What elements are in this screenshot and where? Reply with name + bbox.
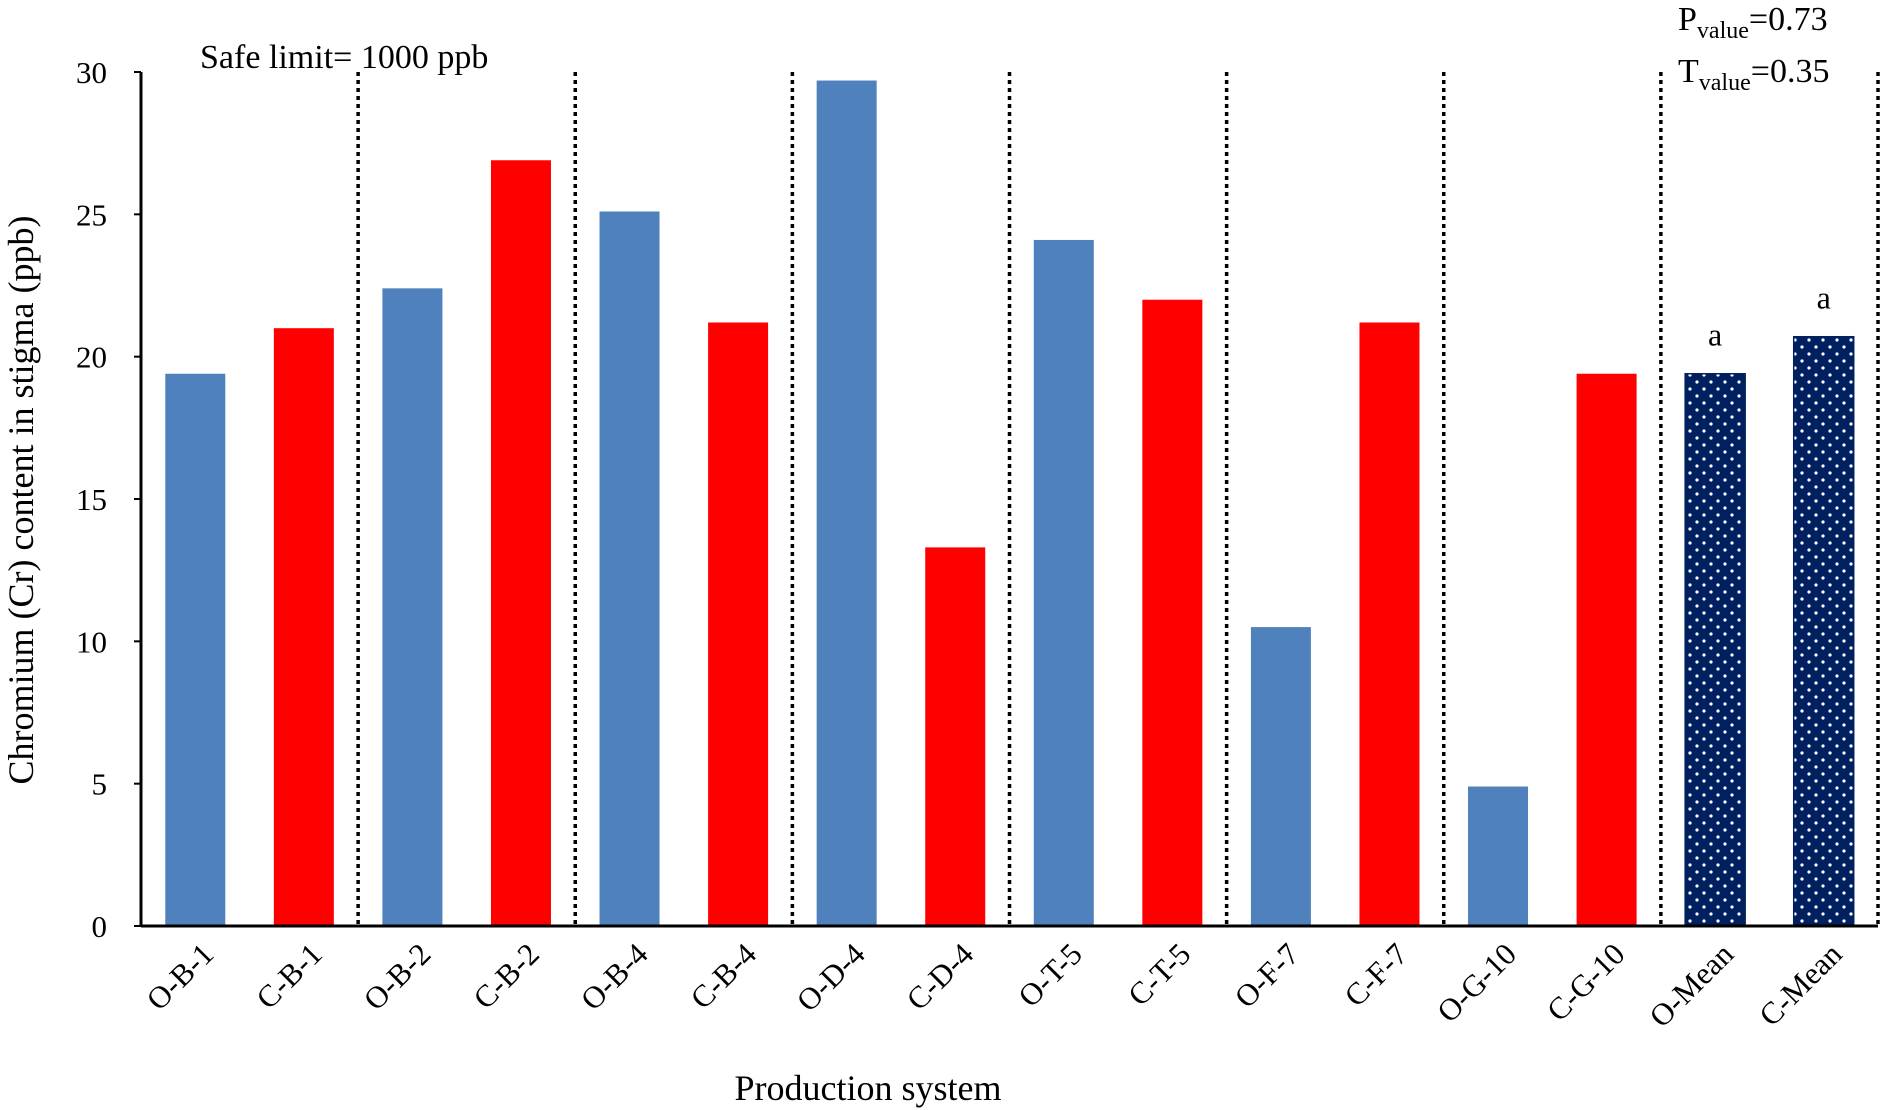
safe-limit-annotation: Safe limit= 1000 ppb xyxy=(200,39,488,76)
x-tick-label: O-T-5 xyxy=(1011,936,1089,1014)
x-tick-label: O-B-1 xyxy=(139,936,220,1017)
x-tick-label: O-F-7 xyxy=(1228,936,1306,1014)
p-value-subscript: value xyxy=(1697,18,1749,44)
significance-label: a xyxy=(1817,280,1831,316)
x-tick-label: C-D-4 xyxy=(899,936,980,1017)
x-tick-label: O-Mean xyxy=(1642,936,1740,1034)
x-tick-label: C-B-1 xyxy=(249,936,329,1016)
y-axis-ticks: 0 5 10 15 20 25 30 xyxy=(76,55,141,944)
x-axis-tick-labels: O-B-1 C-B-1 O-B-2 C-B-2 O-B-4 C-B-4 O-D-4 C-D-4… xyxy=(139,936,1849,1034)
y-tick-label: 0 xyxy=(92,909,108,944)
y-axis-title: Chromium (Cr) content in stigma (ppb) xyxy=(1,216,41,785)
x-tick-label: C-Mean xyxy=(1752,936,1849,1033)
t-value-number: =0.35 xyxy=(1751,53,1830,90)
bar-o-t-5 xyxy=(1033,239,1094,926)
t-value-subscript: value xyxy=(1699,70,1751,96)
significance-labels: aa xyxy=(1708,280,1831,353)
x-tick-label: O-B-2 xyxy=(357,936,438,1017)
y-tick-label: 25 xyxy=(76,197,107,232)
p-value-annotation: Pvalue=0.73 xyxy=(1678,1,1828,44)
bar-c-b-2 xyxy=(490,160,551,926)
bar-o-f-7 xyxy=(1250,627,1311,926)
x-tick-label: O-D-4 xyxy=(790,936,872,1018)
x-tick-label: C-T-5 xyxy=(1121,936,1197,1012)
bar-o-g-10 xyxy=(1468,786,1529,926)
x-tick-label: O-B-4 xyxy=(574,936,655,1017)
bar-c-g-10 xyxy=(1576,373,1637,926)
x-tick-label: C-G-10 xyxy=(1540,936,1632,1028)
p-value-label: P xyxy=(1678,1,1697,38)
t-value-annotation: Tvalue=0.35 xyxy=(1678,53,1829,96)
bar-o-b-4 xyxy=(599,211,660,926)
x-tick-label: C-F-7 xyxy=(1337,936,1414,1013)
y-tick-label: 15 xyxy=(76,482,107,517)
y-tick-label: 30 xyxy=(76,55,107,90)
significance-label: a xyxy=(1708,317,1722,353)
y-tick-label: 5 xyxy=(92,767,108,802)
bar-o-mean xyxy=(1684,372,1746,927)
p-value-number: =0.73 xyxy=(1749,1,1828,38)
bar-c-t-5 xyxy=(1142,299,1203,926)
bar-c-f-7 xyxy=(1359,322,1420,926)
bars xyxy=(165,80,1855,927)
bar-o-d-4 xyxy=(816,80,877,927)
x-axis-title: Production system xyxy=(735,1068,1002,1108)
t-value-label: T xyxy=(1678,53,1699,90)
bar-c-b-4 xyxy=(708,322,769,926)
group-dividers xyxy=(356,72,1880,926)
x-tick-label: C-B-4 xyxy=(683,936,763,1016)
x-tick-label: C-B-2 xyxy=(466,936,546,1016)
bar-c-d-4 xyxy=(925,547,986,926)
bar-c-mean xyxy=(1792,335,1855,927)
y-tick-label: 20 xyxy=(76,340,107,375)
bar-o-b-2 xyxy=(382,288,443,926)
bar-o-b-1 xyxy=(165,373,226,926)
x-tick-label: O-G-10 xyxy=(1430,936,1523,1029)
bar-c-b-1 xyxy=(273,328,334,926)
y-tick-label: 10 xyxy=(76,624,107,659)
